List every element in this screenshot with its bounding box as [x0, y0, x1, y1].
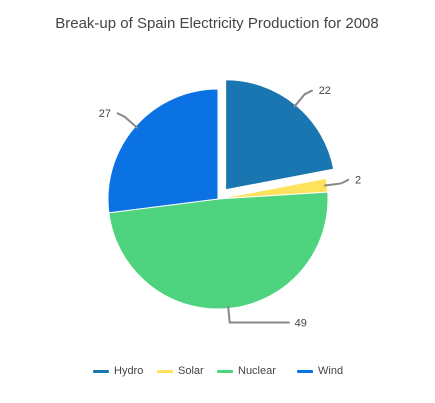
legend-label-wind: Wind: [318, 365, 343, 377]
pie-slice-wind[interactable]: [107, 88, 219, 214]
legend-swatch-solar: [157, 370, 173, 373]
legend-swatch-wind: [297, 370, 313, 373]
legend-item-nuclear[interactable]: Nuclear: [217, 365, 276, 377]
connector-hydro: [293, 89, 314, 108]
legend-label-hydro: Hydro: [114, 365, 143, 377]
data-label-nuclear: 49: [295, 317, 307, 329]
pie-slices: [107, 79, 335, 310]
connector-nuclear: [227, 305, 290, 324]
data-label-wind: 27: [99, 108, 111, 120]
data-label-solar: 2: [355, 174, 361, 186]
pie-slice-hydro[interactable]: [225, 79, 335, 191]
legend-swatch-hydro: [93, 370, 109, 373]
connector-solar: [324, 178, 350, 187]
data-label-hydro: 22: [319, 85, 331, 97]
pie-slice-nuclear[interactable]: [108, 191, 329, 310]
legend-label-solar: Solar: [178, 365, 204, 377]
legend-swatch-nuclear: [217, 370, 233, 373]
legend-item-wind[interactable]: Wind: [297, 365, 343, 377]
legend-label-nuclear: Nuclear: [238, 365, 276, 377]
legend: Hydro Solar Nuclear Wind: [93, 365, 343, 377]
legend-item-hydro[interactable]: Hydro: [93, 365, 143, 377]
chart-title: Break-up of Spain Electricity Production…: [55, 15, 379, 32]
legend-item-solar[interactable]: Solar: [157, 365, 204, 377]
connector-wind: [116, 112, 139, 129]
